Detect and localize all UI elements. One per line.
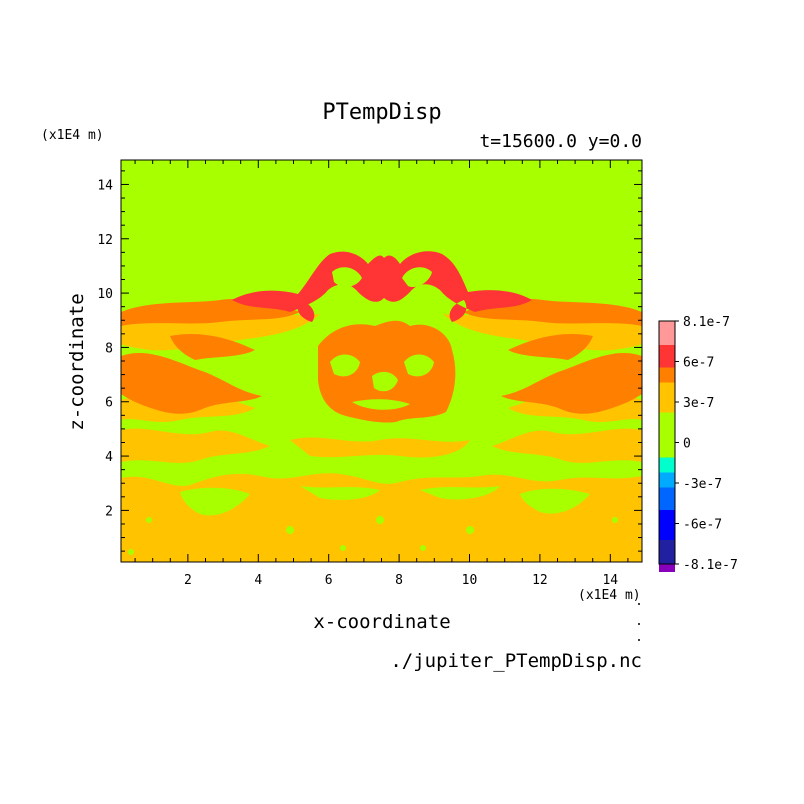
colorbar-swatch [659, 457, 675, 473]
y-tick-label: 4 [105, 450, 113, 465]
x-tick-label: 8 [395, 573, 403, 588]
colorbar-swatch [659, 382, 675, 413]
region-bottom-green-islands [180, 486, 590, 516]
colorbar-swatch [659, 321, 675, 345]
colorbar-tick-label: -8.1e-7 [683, 558, 738, 573]
colorbar-tick-label: -3e-7 [683, 477, 722, 492]
x-axis-label: x-coordinate [313, 611, 451, 633]
source-filename: ./jupiter_PTempDisp.nc [390, 650, 642, 672]
colorbar-tick-label: 3e-7 [683, 396, 714, 411]
region-central-green-holes [330, 354, 434, 410]
colorbar-swatch [659, 367, 675, 383]
colorbar-tick-label: 6e-7 [683, 356, 714, 371]
region-mid-yellow-patches [121, 428, 642, 463]
colorbar-tick-label: 0 [683, 437, 691, 452]
colorbar-tick-label: -6e-7 [683, 518, 722, 533]
region-red-cap [232, 251, 532, 322]
y-tick-label: 10 [97, 287, 113, 302]
colorbar-swatch [659, 540, 675, 564]
y-tick-label: 8 [105, 341, 113, 356]
colorbar-swatch [659, 564, 675, 572]
colorbar-tick-label: 8.1e-7 [683, 315, 730, 330]
z-axis-unit: (x1E4 m) [41, 128, 104, 143]
colorbar-swatch [659, 487, 675, 510]
axes-ticks: 2 4 6 8 10 12 14 2 4 6 8 10 12 14 [97, 160, 642, 588]
x-tick-label: 12 [532, 573, 548, 588]
y-tick-label: 14 [97, 178, 113, 193]
colorbar-swatch [659, 345, 675, 368]
y-tick-label: 12 [97, 233, 113, 248]
x-tick-label: 14 [602, 573, 618, 588]
x-tick-label: 2 [184, 573, 192, 588]
y-tick-label: 2 [105, 504, 113, 519]
chart-title: PTempDisp [322, 100, 442, 125]
x-tick-label: 4 [254, 573, 262, 588]
x-tick-label: 6 [325, 573, 333, 588]
y-tick-label: 6 [105, 396, 113, 411]
colorbar-swatch [659, 510, 675, 540]
x-axis-unit: (x1E4 m) [578, 588, 641, 603]
x-tick-label: 10 [462, 573, 478, 588]
region-orange-plumes [121, 298, 642, 423]
region-cap-green-holes [332, 267, 432, 288]
chart-subtitle: t=15600.0 y=0.0 [479, 131, 642, 152]
contour-field [121, 160, 642, 562]
colorbar: 8.1e-7 6e-7 3e-7 0 -3e-7 -6e-7 -8.1e-7 [658, 315, 738, 573]
colorbar-swatch [659, 472, 675, 488]
axis-unit-markers [638, 603, 640, 641]
colorbar-swatch [659, 412, 675, 458]
